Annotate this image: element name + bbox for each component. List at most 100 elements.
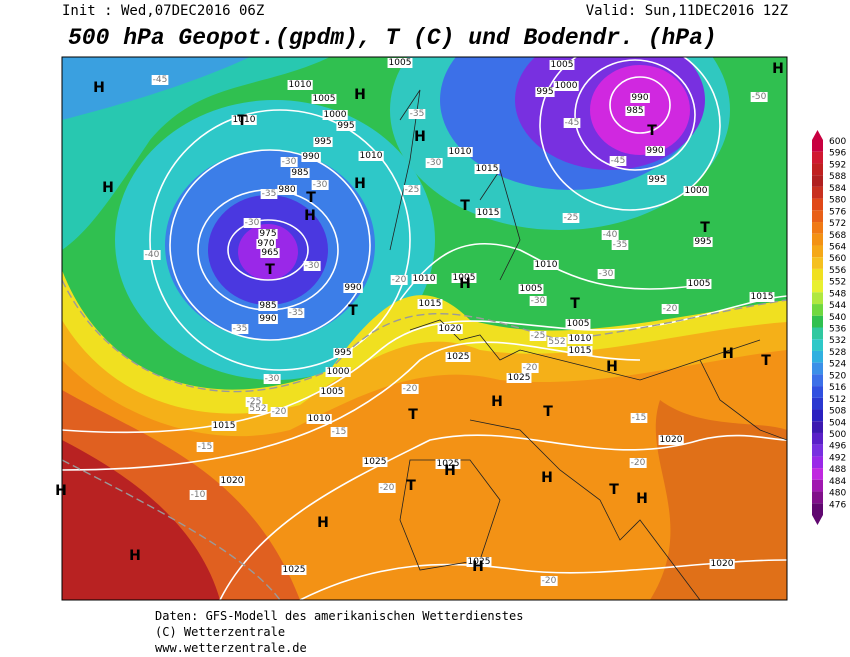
colorbar-cell <box>812 233 823 246</box>
pressure-label: 1015 <box>751 292 774 302</box>
temperature-label: -25 <box>531 331 546 341</box>
pressure-label-box <box>258 301 278 311</box>
pressure-center: H <box>772 61 784 77</box>
temperature-label: -35 <box>262 189 277 199</box>
colorbar-cell <box>812 198 823 211</box>
colorbar-cell <box>812 304 823 316</box>
pressure-center: H <box>606 359 618 375</box>
pressure-label: 1015 <box>569 346 592 356</box>
pressure-label-box <box>313 137 333 147</box>
geopotential-label: 552 <box>249 404 266 414</box>
pressure-center: T <box>406 478 416 494</box>
colorbar-label: 576 <box>829 207 846 217</box>
colorbar-label: 588 <box>829 172 846 182</box>
pressure-label: 1010 <box>449 147 472 157</box>
pressure-label-box <box>518 284 544 294</box>
temperature-label: -20 <box>392 275 407 285</box>
colorbar-cell <box>812 409 823 422</box>
temperature-label-box <box>260 189 278 199</box>
temperature-label-box <box>661 304 679 314</box>
colorbar-label: 504 <box>829 418 846 428</box>
pressure-label: 985 <box>259 301 276 311</box>
colorbar-cell <box>812 151 823 164</box>
colorbar-label: 580 <box>829 196 846 206</box>
pressure-label-box <box>567 346 593 356</box>
pressure-label: 990 <box>302 152 319 162</box>
temperature-label: -35 <box>289 308 304 318</box>
pressure-label: 1010 <box>569 334 592 344</box>
temperature-label-box <box>196 442 214 452</box>
temperature-label-box <box>529 331 547 341</box>
pressure-label: 1020 <box>221 476 244 486</box>
pressure-label: 965 <box>261 248 278 258</box>
pressure-label-box <box>474 164 500 174</box>
temperature-label-box <box>529 296 547 306</box>
pressure-label-box <box>256 239 276 249</box>
pressure-label-box <box>258 229 278 239</box>
pressure-center: H <box>414 129 426 145</box>
pressure-label: 1005 <box>453 273 476 283</box>
colorbar-cell <box>812 257 823 269</box>
temperature-label-box <box>521 363 539 373</box>
pressure-label-box <box>435 459 461 469</box>
pressure-label-box <box>445 352 471 362</box>
temperature-label-box <box>287 308 305 318</box>
colorbar-cell <box>812 140 823 152</box>
pressure-center: H <box>102 180 114 196</box>
temperature-label-box <box>151 75 169 85</box>
temperature-label: -35 <box>410 109 425 119</box>
pressure-label-box <box>333 348 353 358</box>
temperature-label: -50 <box>752 92 767 102</box>
pressure-label-box <box>709 559 735 569</box>
pressure-label-box <box>281 565 307 575</box>
pressure-label: 1020 <box>660 435 683 445</box>
pressure-center: H <box>129 548 141 564</box>
colorbar-label: 528 <box>829 348 846 358</box>
temperature-label-box <box>425 158 443 168</box>
pressure-label-box <box>260 248 280 258</box>
colorbar-label: 508 <box>829 407 846 417</box>
pressure-label: 1000 <box>327 367 350 377</box>
map-frame <box>61 56 788 601</box>
pressure-label-box <box>311 94 337 104</box>
temperature-label-box <box>263 374 281 384</box>
temperature-label: -45 <box>611 156 626 166</box>
temperature-label-box <box>540 576 558 586</box>
colorbar-label: 560 <box>829 254 846 264</box>
colorbar-label: 516 <box>829 383 846 393</box>
pressure-center: H <box>491 394 503 410</box>
pressure-center: H <box>93 80 105 96</box>
temperature-label-box <box>243 218 261 228</box>
temperature-label: -30 <box>599 269 614 279</box>
colorbar-label: 488 <box>829 465 846 475</box>
temperature-label-box <box>609 156 627 166</box>
pressure-label: 1015 <box>476 164 499 174</box>
temperature-label: -30 <box>531 296 546 306</box>
pressure-label-box <box>319 387 345 397</box>
pressure-center: T <box>306 190 316 206</box>
temperature-label-box <box>562 213 580 223</box>
pressure-center: T <box>609 482 619 498</box>
colorbar-label: 552 <box>829 278 846 288</box>
colorbar-cell <box>812 397 823 410</box>
pressure-label: 980 <box>278 185 295 195</box>
pressure-label-box <box>451 273 477 283</box>
pressure-label: 1015 <box>213 421 236 431</box>
pressure-label: 990 <box>344 283 361 293</box>
colorbar-cell <box>812 468 823 480</box>
pressure-label-box <box>258 314 278 324</box>
pressure-label-box <box>645 146 665 156</box>
temperature-label-box <box>311 180 329 190</box>
pressure-label-box <box>549 60 575 70</box>
pressure-label-box <box>533 260 559 270</box>
temperature-label: -25 <box>405 185 420 195</box>
pressure-label-box <box>287 80 313 90</box>
colorbar-cell <box>812 339 823 351</box>
pressure-label: 1005 <box>389 58 412 68</box>
colorbar: 6005965925885845805765725685645605565525… <box>812 130 846 525</box>
temperature-label: -30 <box>282 157 297 167</box>
pressure-label: 1020 <box>439 324 462 334</box>
pressure-label-box <box>306 414 332 424</box>
valid-time: Valid: Sun,11DEC2016 12Z <box>586 3 788 19</box>
